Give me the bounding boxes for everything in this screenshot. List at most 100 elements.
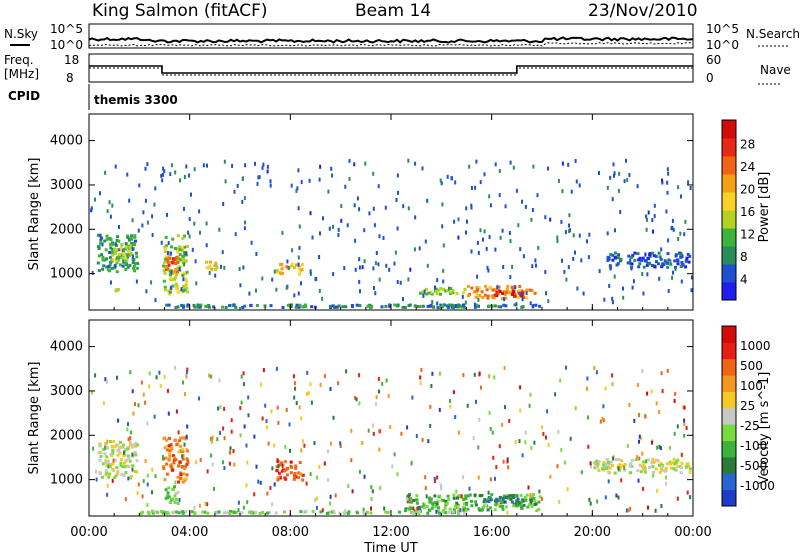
- range-cell: [337, 381, 340, 386]
- range-cell: [188, 234, 191, 239]
- range-cell: [244, 220, 246, 225]
- range-cell: [372, 206, 375, 211]
- range-cell: [646, 391, 649, 396]
- range-cell: [160, 240, 163, 245]
- range-cell: [116, 235, 120, 239]
- y-tick-label: 3000: [50, 178, 83, 193]
- range-cell: [683, 418, 686, 423]
- range-cell: [497, 285, 501, 289]
- range-cell: [119, 461, 123, 465]
- range-cell: [473, 493, 477, 497]
- range-cell: [676, 464, 680, 468]
- range-cell: [162, 166, 165, 171]
- count-tick-top-right: 10^5: [706, 22, 739, 36]
- range-cell: [497, 305, 501, 309]
- range-cell: [454, 415, 457, 419]
- range-cell: [181, 436, 185, 440]
- range-cell: [485, 288, 489, 292]
- range-cell: [660, 467, 663, 471]
- range-cell: [293, 472, 297, 475]
- range-cell: [541, 425, 543, 430]
- range-cell: [683, 405, 686, 410]
- range-cell: [126, 447, 129, 451]
- range-cell: [184, 392, 186, 397]
- range-cell: [455, 292, 459, 296]
- range-cell: [181, 510, 185, 514]
- range-cell: [586, 376, 589, 381]
- range-cell: [297, 267, 301, 270]
- range-cell: [504, 204, 507, 209]
- range-cell: [130, 237, 134, 241]
- range-cell: [362, 511, 366, 515]
- range-cell: [179, 449, 183, 453]
- range-cell: [623, 465, 626, 470]
- range-cell: [156, 511, 159, 514]
- range-cell: [629, 506, 632, 511]
- range-cell: [679, 471, 683, 475]
- range-cell: [512, 493, 516, 497]
- range-cell: [529, 498, 533, 502]
- range-cell: [131, 254, 134, 259]
- range-cell: [431, 300, 434, 305]
- range-cell: [531, 208, 534, 212]
- range-cell: [256, 304, 259, 307]
- range-cell: [626, 177, 629, 182]
- range-cell: [572, 233, 575, 238]
- range-cell: [470, 504, 474, 508]
- range-cell: [529, 301, 532, 306]
- range-cell: [165, 438, 169, 442]
- range-cell: [116, 375, 118, 380]
- range-cell: [474, 185, 477, 190]
- range-cell: [154, 298, 157, 303]
- range-cell: [257, 175, 260, 180]
- range-cell: [625, 508, 628, 513]
- range-cell: [229, 450, 231, 455]
- nsky-series: [88, 36, 694, 44]
- range-cell: [457, 494, 461, 498]
- range-cell: [128, 459, 132, 463]
- range-cell: [97, 254, 101, 258]
- range-cell: [418, 305, 422, 308]
- range-cell: [174, 282, 178, 286]
- range-cell: [647, 505, 649, 510]
- range-cell: [617, 256, 621, 260]
- range-cell: [554, 392, 557, 397]
- range-cell: [310, 400, 313, 405]
- range-cell: [384, 205, 387, 210]
- range-cell: [491, 288, 495, 292]
- range-cell: [137, 403, 140, 408]
- range-cell: [121, 264, 125, 268]
- range-cell: [514, 494, 518, 498]
- range-cell: [658, 409, 661, 414]
- range-cell: [181, 477, 185, 481]
- range-cell: [105, 265, 109, 269]
- range-cell: [533, 503, 537, 506]
- range-cell: [257, 479, 260, 484]
- range-cell: [659, 446, 662, 451]
- range-cell: [238, 267, 241, 271]
- range-cell: [396, 173, 399, 178]
- range-cell: [414, 215, 417, 220]
- range-cell: [587, 444, 590, 449]
- range-cell: [167, 457, 171, 461]
- range-cell: [611, 300, 614, 305]
- range-cell: [92, 446, 95, 451]
- range-cell: [538, 489, 541, 494]
- range-cell: [350, 428, 353, 433]
- range-cell: [421, 437, 424, 442]
- range-cell: [181, 249, 185, 252]
- range-cell: [297, 291, 300, 296]
- range-cell: [608, 466, 612, 470]
- range-cell: [275, 366, 278, 371]
- range-cell: [429, 404, 432, 409]
- range-cell: [122, 454, 126, 458]
- colorbar-segment: [722, 489, 736, 507]
- range-cell: [183, 234, 186, 238]
- range-cell: [656, 262, 660, 266]
- range-cell: [271, 466, 274, 471]
- x-tick-label: 00:00: [674, 525, 711, 540]
- range-cell: [318, 177, 321, 182]
- range-cell: [239, 283, 242, 288]
- range-cell: [298, 224, 301, 229]
